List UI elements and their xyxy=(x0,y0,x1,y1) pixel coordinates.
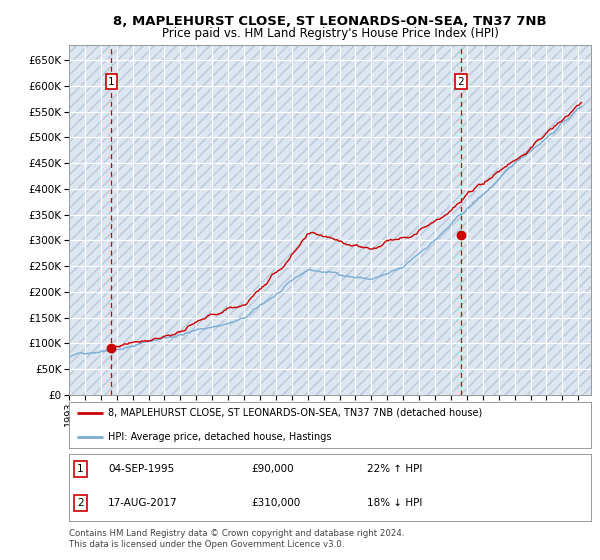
Text: 2: 2 xyxy=(77,498,84,508)
Text: Contains HM Land Registry data © Crown copyright and database right 2024.
This d: Contains HM Land Registry data © Crown c… xyxy=(69,529,404,549)
Text: Price paid vs. HM Land Registry's House Price Index (HPI): Price paid vs. HM Land Registry's House … xyxy=(161,27,499,40)
Text: 18% ↓ HPI: 18% ↓ HPI xyxy=(367,498,422,508)
Text: 2: 2 xyxy=(458,77,464,87)
Text: 8, MAPLEHURST CLOSE, ST LEONARDS-ON-SEA, TN37 7NB (detached house): 8, MAPLEHURST CLOSE, ST LEONARDS-ON-SEA,… xyxy=(108,408,482,418)
Text: 1: 1 xyxy=(77,464,84,474)
Text: 04-SEP-1995: 04-SEP-1995 xyxy=(108,464,175,474)
Text: 1: 1 xyxy=(108,77,115,87)
Text: 17-AUG-2017: 17-AUG-2017 xyxy=(108,498,178,508)
Text: 8, MAPLEHURST CLOSE, ST LEONARDS-ON-SEA, TN37 7NB: 8, MAPLEHURST CLOSE, ST LEONARDS-ON-SEA,… xyxy=(113,15,547,28)
Text: HPI: Average price, detached house, Hastings: HPI: Average price, detached house, Hast… xyxy=(108,432,332,442)
Text: £90,000: £90,000 xyxy=(252,464,295,474)
Text: 22% ↑ HPI: 22% ↑ HPI xyxy=(367,464,422,474)
Text: £310,000: £310,000 xyxy=(252,498,301,508)
